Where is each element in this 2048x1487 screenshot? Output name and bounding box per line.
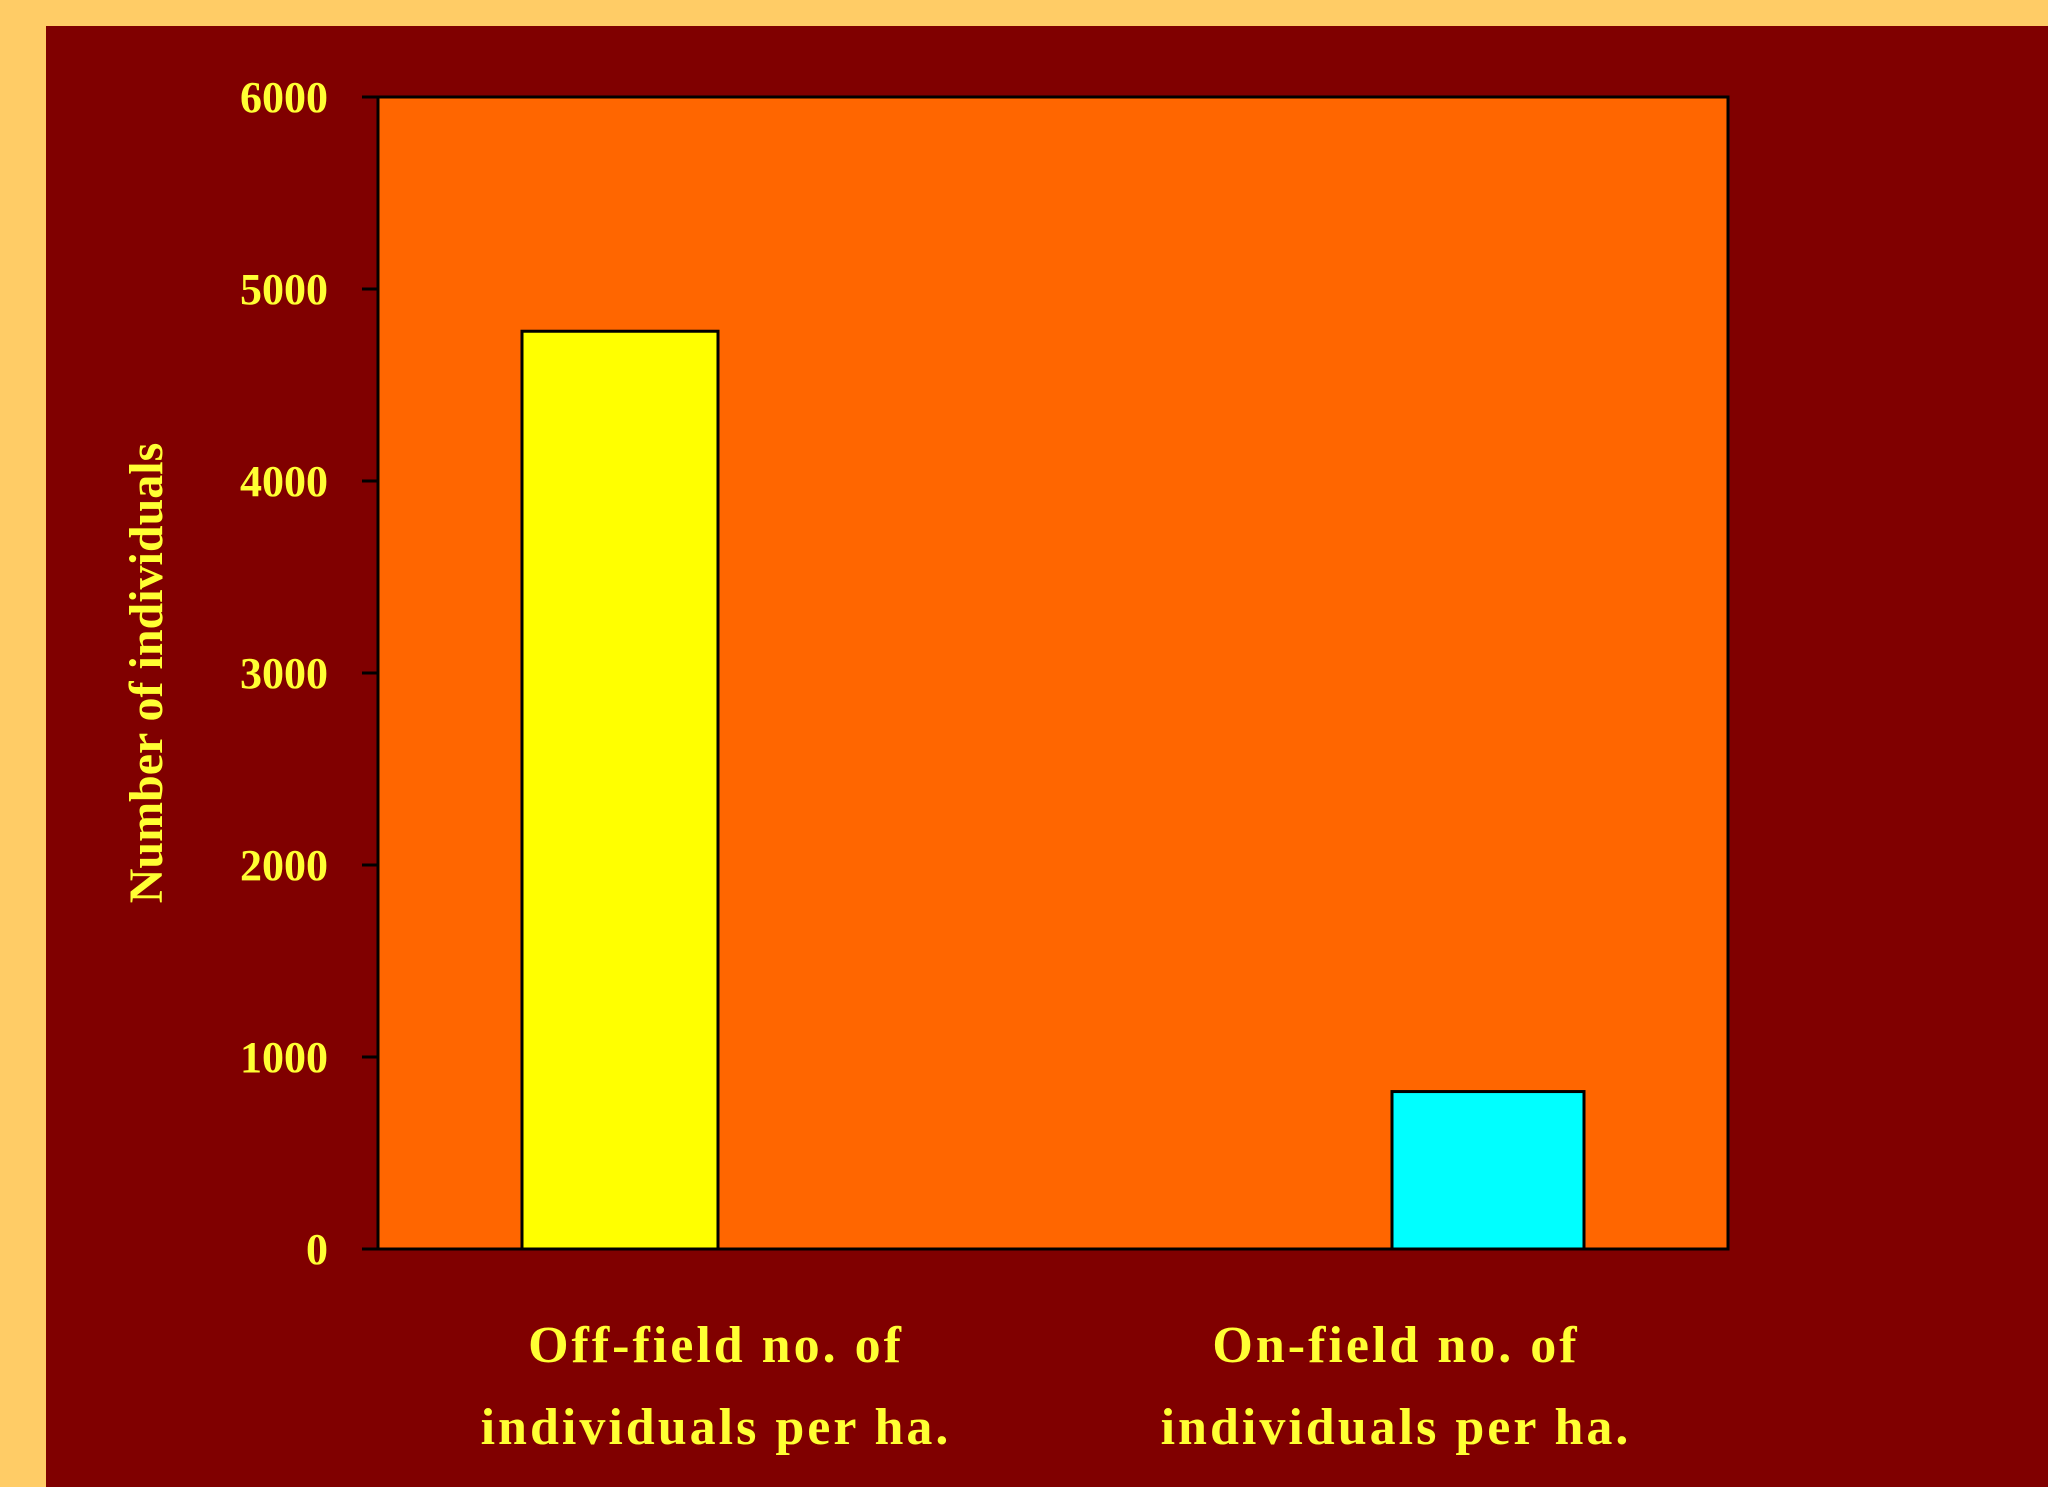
bar-off-field	[520, 329, 720, 1251]
y-axis-ticks: 0 1000 2000 3000 4000 5000 6000	[240, 73, 378, 1274]
x-category-label: On-field no. of	[1212, 1317, 1579, 1374]
y-tick-label: 5000	[240, 265, 328, 314]
x-axis-labels: Off-field no. of individuals per ha. On-fi…	[481, 1317, 1632, 1456]
x-category-label: individuals per ha.	[1161, 1399, 1632, 1456]
bar-on-field	[1390, 1090, 1586, 1251]
bars	[520, 329, 1586, 1251]
x-category-label: individuals per ha.	[481, 1399, 952, 1456]
y-tick-label: 1000	[240, 1033, 328, 1082]
y-tick-label: 4000	[240, 457, 328, 506]
y-axis-title: Number of individuals	[120, 443, 173, 904]
y-tick-label: 3000	[240, 649, 328, 698]
y-tick-label: 2000	[240, 841, 328, 890]
y-tick-label: 0	[306, 1225, 328, 1274]
x-category-label: Off-field no. of	[528, 1317, 904, 1374]
y-tick-label: 6000	[240, 73, 328, 122]
